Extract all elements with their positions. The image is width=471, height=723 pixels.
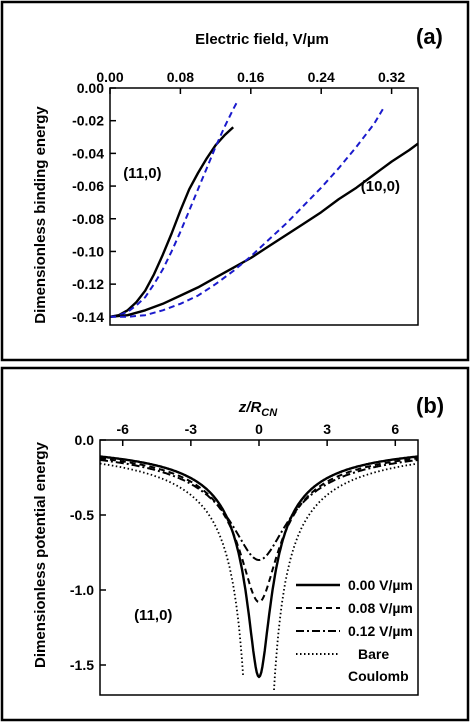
y-tick-label: -0.04 <box>72 145 104 161</box>
x-tick-label: 0.16 <box>237 69 264 85</box>
series-line-1 <box>109 100 239 318</box>
panel-a-ylabel: Dimensionless binding energy <box>32 106 49 324</box>
y-tick-label: -0.5 <box>70 507 94 523</box>
panel-b-legend: 0.00 V/µm 0.08 V/µm 0.12 V/µm Bare Coulomb <box>296 577 413 684</box>
x-tick-label: 0.08 <box>167 69 194 85</box>
x-tick-label: 6 <box>391 421 399 437</box>
panel-a-frame <box>0 0 470 362</box>
x-tick-label: 0.00 <box>96 69 123 85</box>
x-tick-label: 0 <box>255 421 263 437</box>
series-line-0 <box>109 126 235 318</box>
y-tick-label: -0.06 <box>72 178 104 194</box>
curve-annotation: (10,0) <box>361 178 400 195</box>
legend-label: Coulomb <box>348 668 409 684</box>
panel-b-xlabel-main: z/R <box>238 399 262 416</box>
series-line-1 <box>99 457 419 603</box>
panel-a-label: (a) <box>416 24 443 49</box>
panel-b-frame <box>0 366 470 722</box>
legend-label: 0.08 V/µm <box>348 600 413 616</box>
x-tick-label: 0.24 <box>308 69 335 85</box>
y-tick-label: -0.12 <box>72 276 104 292</box>
y-tick-label: -0.14 <box>72 309 104 325</box>
panel-a-xlabel: Electric field, V/µm <box>195 31 329 48</box>
panel-b-xlabel: z/RCN <box>238 399 278 419</box>
panel-b-label: (b) <box>416 393 444 418</box>
x-tick-label: 0.32 <box>378 69 405 85</box>
y-tick-label: -1.5 <box>70 657 94 673</box>
panel-a: (a) Electric field, V/µm Dimensionless b… <box>0 0 470 362</box>
series-line-0 <box>99 455 419 679</box>
x-tick-label: -6 <box>116 421 129 437</box>
x-tick-label: -3 <box>185 421 198 437</box>
y-tick-label: -1.0 <box>70 582 94 598</box>
y-tick-label: -0.10 <box>72 243 104 259</box>
series-line-3 <box>110 108 384 318</box>
y-tick-label: -0.08 <box>72 211 104 227</box>
curve-annotation: (11,0) <box>123 165 161 182</box>
series-line-2 <box>99 459 419 561</box>
panel-b-plot-area <box>99 439 419 696</box>
panel-b-xlabel-sub: CN <box>261 407 278 419</box>
panel-a-plot-area <box>109 87 419 326</box>
series-line-bare-coulomb <box>99 462 418 691</box>
legend-label: Bare <box>358 646 389 662</box>
y-tick-label: 0.00 <box>77 80 104 96</box>
x-tick-label: 3 <box>323 421 331 437</box>
y-tick-label: 0.0 <box>75 432 95 448</box>
y-tick-label: -0.02 <box>72 113 104 129</box>
panel-b: (b) z/RCN Dimensionless potential energy… <box>0 366 470 722</box>
legend-label: 0.00 V/µm <box>348 577 413 593</box>
legend-label: 0.12 V/µm <box>348 623 413 639</box>
series-line-2 <box>109 142 419 318</box>
panel-b-ylabel: Dimensionless potential energy <box>32 441 49 668</box>
curve-annotation: (11,0) <box>134 607 172 624</box>
